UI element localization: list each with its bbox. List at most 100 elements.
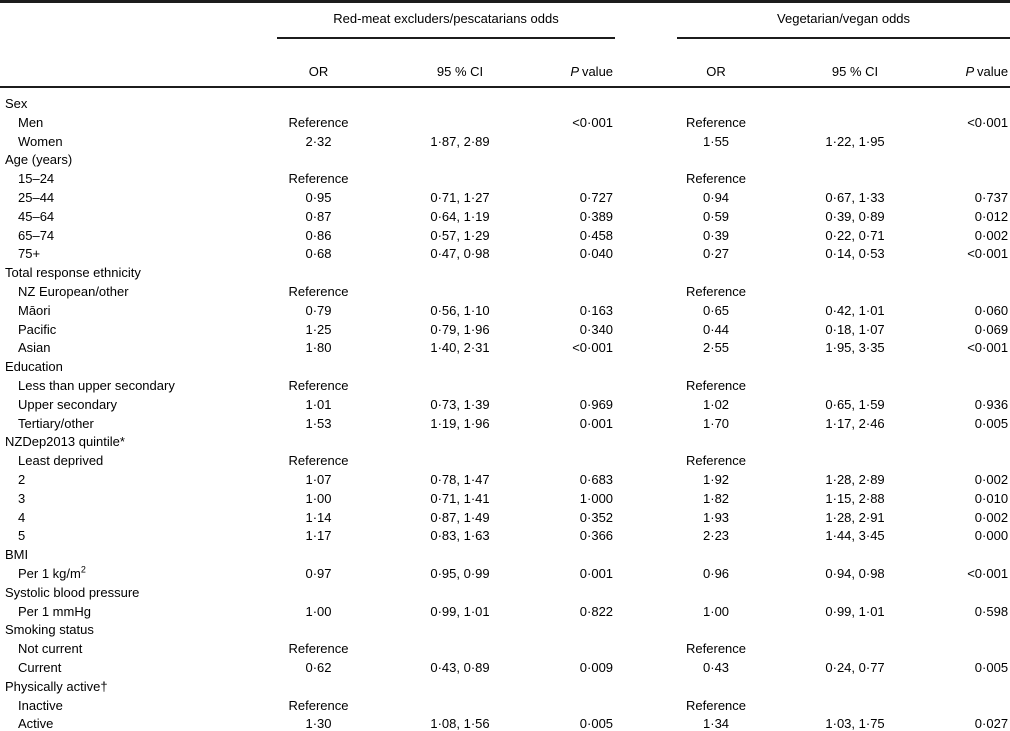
ci-value: 0·83, 1·63 <box>430 528 490 544</box>
ci-value: 0·78, 1·47 <box>430 471 490 487</box>
p-value: 0·040 <box>579 246 614 262</box>
table-body: Sex Men Reference <0·001 Reference <0·001 Wome… <box>0 87 1010 731</box>
data-row: Per 1 kg/m2 0·97 0·95, 0·99 0·001 0·96 0·94, … <box>0 565 1010 584</box>
ci-value: 0·56, 1·10 <box>430 302 490 318</box>
row-label: Not current <box>0 640 277 659</box>
p-value <box>560 697 615 716</box>
ci-value: 0·73, 1·39 <box>430 396 490 412</box>
ci-value: 0·95, 0·99 <box>430 565 490 581</box>
or-value: Reference <box>686 114 747 130</box>
or-value: 2·32 <box>305 133 332 149</box>
row-label: Least deprived <box>0 452 277 471</box>
spacer-cell <box>615 490 677 509</box>
row-label-text: 75+ <box>18 246 41 262</box>
data-row: Per 1 mmHg 1·00 0·99, 1·01 0·822 1·00 0·99, 1… <box>0 603 1010 622</box>
group-header-row: Red-meat excluders/pescatarians odds Veg… <box>0 1 1010 39</box>
category-row: Sex <box>0 87 1010 114</box>
row-label-text: Per 1 mmHg <box>18 603 91 619</box>
p-value: 0·727 <box>579 189 614 205</box>
or-value: Reference <box>686 453 747 469</box>
or-value: 0·86 <box>305 227 332 243</box>
row-label: 15–24 <box>0 170 277 189</box>
p-value: 0·000 <box>974 528 1009 544</box>
spacer-cell <box>615 377 677 396</box>
ci-value: 0·64, 1·19 <box>430 208 490 224</box>
p-value: 0·969 <box>579 396 614 412</box>
ci-value: 1·22, 1·95 <box>825 133 885 149</box>
or-value: 0·97 <box>305 565 332 581</box>
or-value: Reference <box>686 377 747 393</box>
row-label: 75+ <box>0 245 277 264</box>
p-word-g1: value <box>581 64 614 79</box>
p-value <box>560 170 615 189</box>
row-label: Men <box>0 114 277 133</box>
label-column-subheader <box>0 38 277 88</box>
row-label: Current <box>0 659 277 678</box>
category-row: Total response ethnicity <box>0 264 1010 283</box>
category-row: Systolic blood pressure <box>0 584 1010 603</box>
or-value: 1·02 <box>703 396 730 412</box>
or-value: 1·30 <box>305 716 332 731</box>
ci-header-g1: 95 % CI <box>360 38 560 88</box>
or-header-g1: OR <box>277 38 360 88</box>
row-label: Asian <box>0 339 277 358</box>
or-value: 0·94 <box>703 189 730 205</box>
row-label-text: 5 <box>18 528 26 544</box>
category-label: Sex <box>5 96 28 111</box>
ci-value <box>755 283 955 302</box>
p-value: 0·060 <box>974 302 1009 318</box>
p-value: <0·001 <box>967 340 1009 356</box>
or-value: 0·27 <box>703 246 730 262</box>
ci-value: 0·14, 0·53 <box>825 246 885 262</box>
p-value <box>560 283 615 302</box>
p-value: 0·598 <box>974 603 1009 619</box>
ci-value <box>755 114 955 133</box>
p-value: 0·005 <box>974 415 1009 431</box>
row-label: Tertiary/other <box>0 415 277 434</box>
spacer-cell <box>615 133 677 152</box>
or-value: 0·62 <box>305 659 332 675</box>
data-row: 45–64 0·87 0·64, 1·19 0·389 0·59 0·39, 0·89 0·… <box>0 208 1010 227</box>
p-value: 1·000 <box>579 490 614 506</box>
ci-value: 0·87, 1·49 <box>430 509 490 525</box>
or-value: 1·70 <box>703 415 730 431</box>
spacer-cell <box>615 565 677 584</box>
data-row: Tertiary/other 1·53 1·19, 1·96 0·001 1·70 1·1… <box>0 415 1010 434</box>
p-value <box>955 697 1010 716</box>
p-italic-g2: P <box>965 64 975 79</box>
or-value: Reference <box>288 283 349 299</box>
ci-value <box>360 377 560 396</box>
or-value: 1·17 <box>305 528 332 544</box>
data-row: Not current Reference Reference <box>0 640 1010 659</box>
or-value: Reference <box>288 641 349 657</box>
row-label: Per 1 mmHg <box>0 603 277 622</box>
ci-value: 1·87, 2·89 <box>430 133 490 149</box>
data-row: NZ European/other Reference Reference <box>0 283 1010 302</box>
p-value: 0·737 <box>974 189 1009 205</box>
data-row: 4 1·14 0·87, 1·49 0·352 1·93 1·28, 2·91 0·002 <box>0 509 1010 528</box>
or-value: 1·82 <box>703 490 730 506</box>
p-value <box>560 640 615 659</box>
row-label-text: Women <box>18 133 63 149</box>
data-row: Pacific 1·25 0·79, 1·96 0·340 0·44 0·18, 1·07… <box>0 321 1010 340</box>
row-label: Women <box>0 133 277 152</box>
p-value <box>955 640 1010 659</box>
row-label: Upper secondary <box>0 396 277 415</box>
ci-value: 1·17, 2·46 <box>825 415 885 431</box>
data-row: Inactive Reference Reference <box>0 697 1010 716</box>
p-value: 0·001 <box>579 565 614 581</box>
row-label: 25–44 <box>0 189 277 208</box>
row-label-text: Active <box>18 716 54 731</box>
row-label: 45–64 <box>0 208 277 227</box>
or-value: 1·14 <box>305 509 332 525</box>
row-label: Less than upper secondary <box>0 377 277 396</box>
row-label-text: Less than upper secondary <box>18 377 175 393</box>
ci-value: 0·43, 0·89 <box>430 659 490 675</box>
data-row: Women 2·32 1·87, 2·89 1·55 1·22, 1·95 <box>0 133 1010 152</box>
data-row: 65–74 0·86 0·57, 1·29 0·458 0·39 0·22, 0·71 0·… <box>0 227 1010 246</box>
row-label-text: Pacific <box>18 321 57 337</box>
spacer-cell <box>615 170 677 189</box>
data-row: Least deprived Reference Reference <box>0 452 1010 471</box>
